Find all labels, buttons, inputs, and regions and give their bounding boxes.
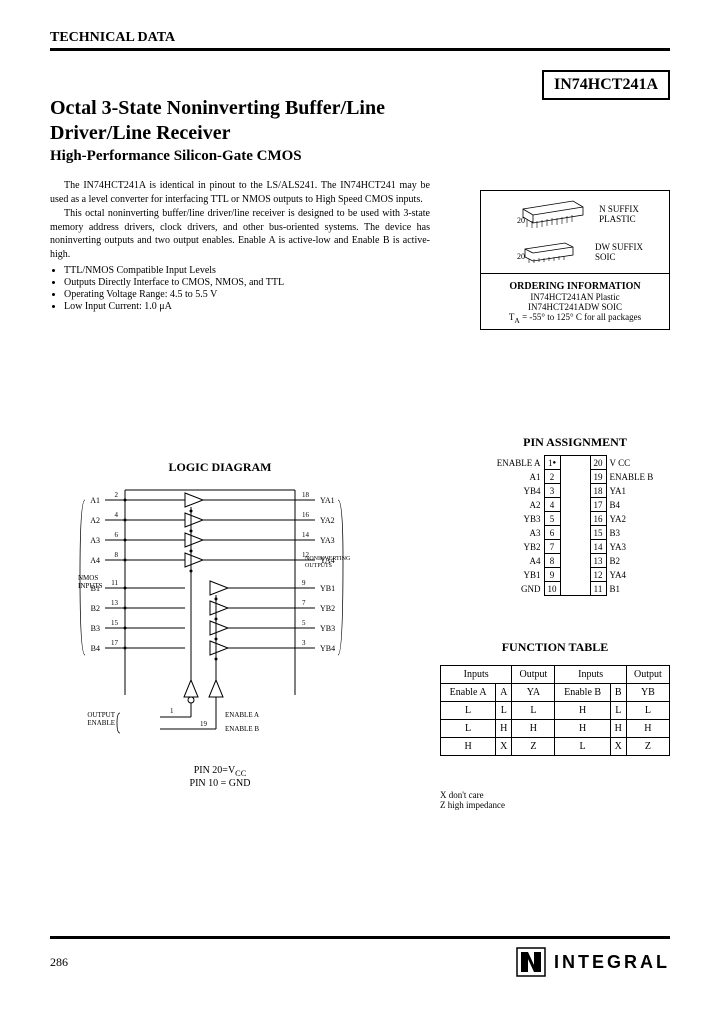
pin-assignment-title: PIN ASSIGNMENT: [480, 435, 670, 450]
dip-icon: 20: [511, 197, 591, 233]
ordering-title: ORDERING INFORMATION: [481, 281, 669, 292]
svg-text:5: 5: [302, 619, 306, 627]
svg-text:YA3: YA3: [320, 536, 335, 545]
svg-text:A1: A1: [90, 496, 100, 505]
package-box: 20 N SUFFIX PLASTIC 20 DW SUFFIX SOIC OR…: [480, 190, 670, 330]
intro-p2: This octal noninverting buffer/line driv…: [50, 207, 430, 261]
note-line: X don't care: [440, 790, 670, 800]
svg-text:YB2: YB2: [320, 604, 335, 613]
svg-text:11: 11: [111, 579, 118, 587]
svg-text:16: 16: [302, 511, 310, 519]
svg-text:18: 18: [302, 491, 310, 499]
svg-text:YB4: YB4: [320, 644, 335, 653]
logo-text: INTEGRAL: [554, 952, 670, 973]
svg-text:ENABLE A: ENABLE A: [225, 711, 259, 719]
title-block: Octal 3-State Noninverting Buffer/Line D…: [50, 96, 430, 165]
temp-line: TA = -55° to 125° C for all packages: [481, 312, 669, 325]
svg-text:B2: B2: [91, 604, 100, 613]
soic-package-row: 20 DW SUFFIX SOIC: [485, 239, 665, 267]
header-bar: TECHNICAL DATA: [50, 30, 670, 51]
svg-text:1: 1: [170, 707, 174, 715]
title-sub: High-Performance Silicon-Gate CMOS: [50, 148, 430, 165]
function-table-title: FUNCTION TABLE: [440, 640, 670, 655]
part-number-box: IN74HCT241A: [542, 70, 670, 100]
svg-text:17: 17: [111, 639, 119, 647]
svg-text:B4: B4: [91, 644, 100, 653]
svg-text:4: 4: [115, 511, 119, 519]
logic-diagram-title: LOGIC DIAGRAM: [100, 460, 340, 475]
svg-text:A3: A3: [90, 536, 100, 545]
svg-text:6: 6: [115, 531, 119, 539]
svg-text:OUTPUT: OUTPUT: [87, 711, 115, 719]
svg-text:YA1: YA1: [320, 496, 335, 505]
svg-text:7: 7: [302, 599, 306, 607]
soic-icon: 20: [507, 239, 587, 267]
function-table-notes: X don't care Z high impedance: [440, 790, 670, 810]
bullet-item: Outputs Directly Interface to CMOS, NMOS…: [64, 277, 430, 288]
svg-text:B3: B3: [91, 624, 100, 633]
pin-assignment-table: ENABLE A1●20V CCA1219ENABLE BYB4318YA1A2…: [480, 455, 670, 596]
svg-text:NONINVERTING: NONINVERTING: [305, 556, 351, 562]
dip-package-row: 20 N SUFFIX PLASTIC: [485, 197, 665, 233]
svg-text:OUTPUTS: OUTPUTS: [305, 563, 332, 569]
bullet-item: Low Input Current: 1.0 μA: [64, 301, 430, 312]
logo: INTEGRAL: [516, 947, 670, 977]
svg-text:ENABLE: ENABLE: [87, 719, 115, 727]
title-main: Octal 3-State Noninverting Buffer/Line D…: [50, 96, 430, 146]
svg-text:A4: A4: [90, 556, 100, 565]
svg-text:YA2: YA2: [320, 516, 335, 525]
ordering-line2: IN74HCT241ADW SOIC: [481, 302, 669, 312]
ordering-line1: IN74HCT241AN Plastic: [481, 292, 669, 302]
footer: 286 INTEGRAL: [50, 936, 670, 977]
svg-text:20: 20: [517, 216, 525, 225]
soic-label: DW SUFFIX SOIC: [595, 243, 643, 263]
feature-bullets: TTL/NMOS Compatible Input Levels Outputs…: [50, 265, 430, 312]
svg-text:19: 19: [200, 720, 208, 728]
svg-text:20: 20: [517, 252, 525, 261]
svg-text:YB3: YB3: [320, 624, 335, 633]
note-line: Z high impedance: [440, 800, 670, 810]
svg-text:A2: A2: [90, 516, 100, 525]
function-table: InputsOutputInputsOutputEnable AAYAEnabl…: [440, 665, 670, 756]
logic-caption: PIN 20=VCC PIN 10 = GND: [100, 765, 340, 789]
svg-text:YB1: YB1: [320, 584, 335, 593]
page-number: 286: [50, 955, 68, 970]
svg-text:8: 8: [115, 551, 119, 559]
svg-text:14: 14: [302, 531, 310, 539]
svg-text:15: 15: [111, 619, 119, 627]
svg-text:2: 2: [115, 491, 119, 499]
intro-paragraphs: The IN74HCT241A is identical in pinout t…: [50, 179, 430, 261]
svg-text:3: 3: [302, 639, 306, 647]
logo-icon: [516, 947, 546, 977]
logic-diagram: A1218YA1A2416YA2A3614YA3A4812YA4B1119YB1…: [70, 485, 370, 760]
bullet-item: Operating Voltage Range: 4.5 to 5.5 V: [64, 289, 430, 300]
svg-text:13: 13: [111, 599, 119, 607]
dip-label: N SUFFIX PLASTIC: [599, 205, 639, 225]
bullet-item: TTL/NMOS Compatible Input Levels: [64, 265, 430, 276]
intro-p1: The IN74HCT241A is identical in pinout t…: [50, 179, 430, 206]
svg-text:INPUTS: INPUTS: [78, 582, 103, 590]
svg-text:NMOS: NMOS: [78, 574, 98, 582]
svg-text:ENABLE B: ENABLE B: [225, 725, 259, 733]
svg-text:9: 9: [302, 579, 306, 587]
